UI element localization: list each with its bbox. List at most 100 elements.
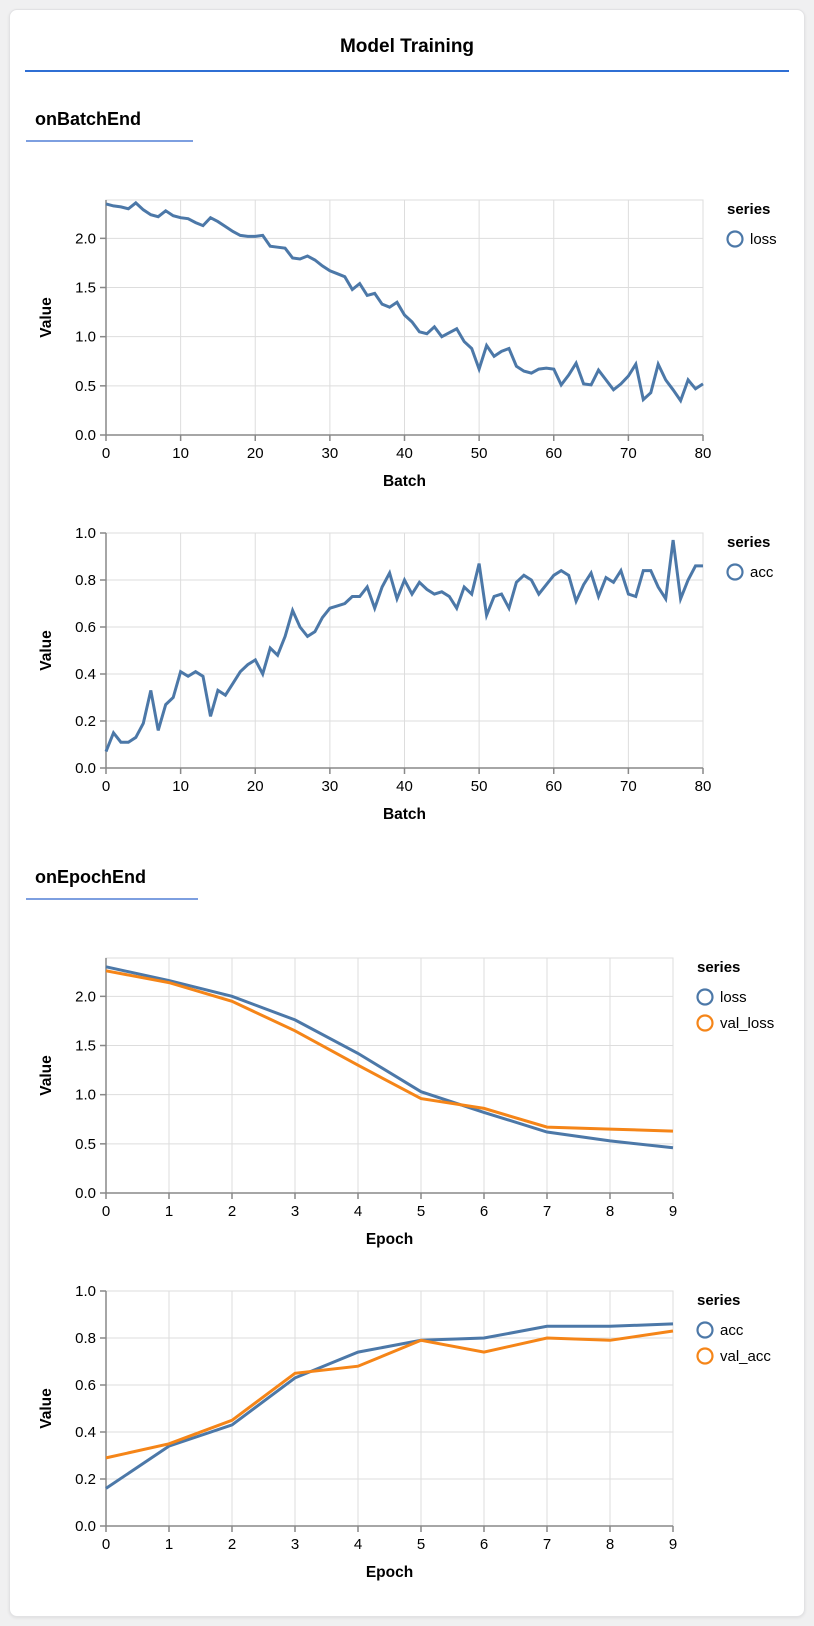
x-tick-labels: 0 1 2 3 4 5 6 7 8 9 xyxy=(102,1193,677,1220)
chart-epoch-loss: 0 1 2 3 4 5 6 7 8 9 0.0 0.5 1.0 1.5 2.0 Epoch Value serie… xyxy=(10,940,804,1255)
svg-text:5: 5 xyxy=(417,1536,425,1553)
x-axis-title: Batch xyxy=(383,473,426,490)
x-tick-labels: 0 10 20 30 40 50 60 70 80 xyxy=(102,768,712,795)
svg-text:7: 7 xyxy=(543,1203,551,1220)
svg-text:0: 0 xyxy=(102,1536,110,1553)
svg-text:1.5: 1.5 xyxy=(75,280,96,297)
chart-svg: 0 1 2 3 4 5 6 7 8 9 0.0 0.5 1.0 1.5 2.0 Epoch Value serie… xyxy=(38,957,774,1248)
series-line-val_acc xyxy=(105,1329,674,1460)
series-line-val_loss xyxy=(105,969,674,1133)
y-axis-title: Value xyxy=(38,1055,55,1096)
section-heading-onBatchEnd: onBatchEnd xyxy=(26,108,193,142)
svg-text:30: 30 xyxy=(322,445,339,462)
gridlines xyxy=(105,200,704,436)
legend: series loss val_loss xyxy=(696,959,774,1032)
svg-text:40: 40 xyxy=(396,778,413,795)
x-axis-title: Epoch xyxy=(366,1231,413,1248)
page-title: Model Training xyxy=(339,36,475,57)
section-heading-onEpochEnd: onEpochEnd xyxy=(26,866,198,900)
x-axis-title: Batch xyxy=(383,806,426,823)
x-tick-labels: 0 1 2 3 4 5 6 7 8 9 xyxy=(102,1526,677,1553)
svg-text:6: 6 xyxy=(480,1536,488,1553)
svg-text:0.6: 0.6 xyxy=(75,619,96,636)
legend-symbol-val_acc xyxy=(696,1347,714,1365)
legend-title: series xyxy=(727,534,770,551)
legend: series acc xyxy=(726,534,774,581)
svg-text:1.0: 1.0 xyxy=(75,329,96,346)
legend-symbol-acc xyxy=(696,1321,714,1339)
title-underline xyxy=(25,70,789,72)
svg-text:0.6: 0.6 xyxy=(75,1377,96,1394)
svg-text:6: 6 xyxy=(480,1203,488,1220)
legend-item-acc: acc xyxy=(726,563,774,581)
y-axis-title: Value xyxy=(38,297,55,338)
svg-text:0: 0 xyxy=(102,445,110,462)
legend-item-loss: loss xyxy=(726,230,777,248)
y-tick-labels: 0.0 0.2 0.4 0.6 0.8 1.0 xyxy=(75,1283,106,1535)
svg-text:2: 2 xyxy=(228,1536,236,1553)
svg-text:20: 20 xyxy=(247,445,264,462)
svg-text:2: 2 xyxy=(228,1203,236,1220)
x-axis-title: Epoch xyxy=(366,1564,413,1581)
svg-text:2.0: 2.0 xyxy=(75,988,96,1005)
legend-symbol-loss xyxy=(726,230,744,248)
x-tick-labels: 0 10 20 30 40 50 60 70 80 xyxy=(102,435,712,462)
svg-text:0.0: 0.0 xyxy=(75,760,96,777)
plot-border xyxy=(105,957,674,1194)
y-tick-labels: 0.0 0.5 1.0 1.5 2.0 xyxy=(75,230,106,444)
svg-text:1: 1 xyxy=(165,1203,173,1220)
svg-text:80: 80 xyxy=(695,778,712,795)
chart-svg: 0 1 2 3 4 5 6 7 8 9 0.0 0.2 0.4 0.6 0.8 1.0 Epoch Value se… xyxy=(38,1283,771,1581)
svg-text:7: 7 xyxy=(543,1536,551,1553)
svg-text:0.5: 0.5 xyxy=(75,378,96,395)
chart-svg: 0 10 20 30 40 50 60 70 80 0.0 0.5 1.0 1.5 2.0 Batch Val… xyxy=(38,199,777,490)
series-line-acc xyxy=(105,1322,674,1490)
svg-text:0.0: 0.0 xyxy=(75,1518,96,1535)
svg-text:70: 70 xyxy=(620,445,637,462)
legend-title: series xyxy=(697,959,740,976)
svg-text:70: 70 xyxy=(620,778,637,795)
svg-text:0: 0 xyxy=(102,778,110,795)
legend-title: series xyxy=(727,201,770,218)
series-line-loss xyxy=(105,200,704,404)
y-axis-title: Value xyxy=(38,630,55,671)
svg-text:50: 50 xyxy=(471,445,488,462)
legend-item-val_loss: val_loss xyxy=(696,1014,774,1032)
svg-text:0.8: 0.8 xyxy=(75,572,96,589)
legend-label-loss: loss xyxy=(750,231,777,248)
series-line-loss xyxy=(105,965,674,1150)
svg-text:4: 4 xyxy=(354,1536,362,1553)
svg-text:8: 8 xyxy=(606,1203,614,1220)
svg-text:20: 20 xyxy=(247,778,264,795)
y-tick-labels: 0.0 0.2 0.4 0.6 0.8 1.0 xyxy=(75,525,106,777)
chart-epoch-acc: 0 1 2 3 4 5 6 7 8 9 0.0 0.2 0.4 0.6 0.8 1.0 Epoch Value se… xyxy=(10,1273,804,1588)
legend-label-acc: acc xyxy=(750,564,774,581)
legend: series acc val_acc xyxy=(696,1292,771,1365)
legend-label-acc: acc xyxy=(720,1322,744,1339)
legend-symbol-val_loss xyxy=(696,1014,714,1032)
svg-text:4: 4 xyxy=(354,1203,362,1220)
svg-text:1: 1 xyxy=(165,1536,173,1553)
gridlines xyxy=(105,532,704,769)
svg-text:1.0: 1.0 xyxy=(75,1087,96,1104)
legend-label-val_acc: val_acc xyxy=(720,1348,771,1365)
svg-text:9: 9 xyxy=(669,1203,677,1220)
series-line-acc xyxy=(104,539,703,753)
visor-card: Model Training onBatchEnd 0 10 20 30 40 50 60 7… xyxy=(9,9,805,1617)
svg-text:0.2: 0.2 xyxy=(75,1471,96,1488)
svg-text:80: 80 xyxy=(695,445,712,462)
svg-text:8: 8 xyxy=(606,1536,614,1553)
svg-text:50: 50 xyxy=(471,778,488,795)
y-tick-labels: 0.0 0.5 1.0 1.5 2.0 xyxy=(75,988,106,1202)
y-axis-title: Value xyxy=(38,1388,55,1429)
svg-text:0.5: 0.5 xyxy=(75,1136,96,1153)
svg-text:0.0: 0.0 xyxy=(75,1185,96,1202)
svg-text:10: 10 xyxy=(172,445,189,462)
svg-text:1.0: 1.0 xyxy=(75,525,96,542)
chart-batch-acc: 0 10 20 30 40 50 60 70 80 0.0 0.2 0.4 0.6 0.8 1.0 Batch… xyxy=(10,515,804,830)
svg-text:5: 5 xyxy=(417,1203,425,1220)
legend: series loss xyxy=(726,201,777,248)
svg-text:0: 0 xyxy=(102,1203,110,1220)
legend-symbol-loss xyxy=(696,988,714,1006)
svg-text:0.2: 0.2 xyxy=(75,713,96,730)
